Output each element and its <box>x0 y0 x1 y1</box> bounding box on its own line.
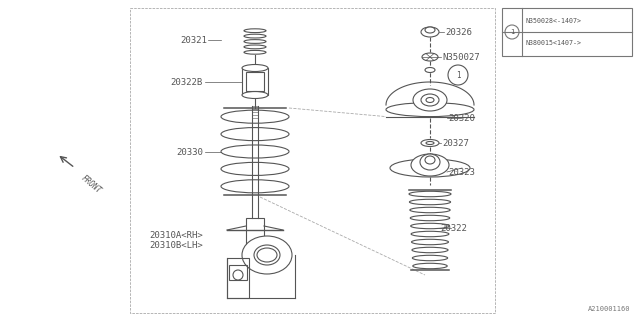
Ellipse shape <box>410 199 451 205</box>
Ellipse shape <box>425 27 435 33</box>
Text: 20330: 20330 <box>176 148 203 156</box>
Ellipse shape <box>244 45 266 49</box>
Bar <box>227 258 249 298</box>
Ellipse shape <box>411 154 449 176</box>
Ellipse shape <box>386 103 474 116</box>
Text: FRONT: FRONT <box>79 174 102 196</box>
Bar <box>242 68 268 95</box>
Ellipse shape <box>426 98 434 102</box>
Ellipse shape <box>421 94 439 106</box>
Bar <box>229 265 247 280</box>
Ellipse shape <box>411 223 449 229</box>
Ellipse shape <box>244 51 266 54</box>
Ellipse shape <box>244 29 266 33</box>
Ellipse shape <box>221 110 289 123</box>
Ellipse shape <box>413 263 447 269</box>
Text: N350028<-1407>: N350028<-1407> <box>525 18 581 24</box>
Ellipse shape <box>257 248 277 262</box>
Ellipse shape <box>242 92 268 99</box>
Ellipse shape <box>420 154 440 170</box>
Ellipse shape <box>409 191 451 197</box>
Text: 1: 1 <box>510 29 514 35</box>
Ellipse shape <box>221 128 289 140</box>
Text: 1: 1 <box>456 70 460 79</box>
Text: 20326: 20326 <box>445 28 472 36</box>
Ellipse shape <box>410 215 450 221</box>
Ellipse shape <box>413 89 447 111</box>
Text: 20322: 20322 <box>440 223 467 233</box>
Ellipse shape <box>421 140 439 147</box>
Ellipse shape <box>221 162 289 175</box>
Ellipse shape <box>242 65 268 71</box>
Text: 20320: 20320 <box>448 114 475 123</box>
Ellipse shape <box>221 145 289 158</box>
Text: N350027: N350027 <box>442 52 479 61</box>
Ellipse shape <box>410 207 450 213</box>
Ellipse shape <box>244 34 266 38</box>
Text: N380015<1407->: N380015<1407-> <box>525 40 581 46</box>
Text: 20322B: 20322B <box>171 77 203 86</box>
Ellipse shape <box>242 236 292 274</box>
Bar <box>246 72 264 91</box>
Ellipse shape <box>412 255 447 261</box>
Text: 20321: 20321 <box>180 36 207 44</box>
Ellipse shape <box>411 231 449 237</box>
Text: 20310A<RH>: 20310A<RH> <box>149 230 203 239</box>
Text: A210001160: A210001160 <box>588 306 630 312</box>
Ellipse shape <box>425 68 435 73</box>
Ellipse shape <box>421 27 439 37</box>
Ellipse shape <box>425 156 435 164</box>
Ellipse shape <box>412 239 449 245</box>
Ellipse shape <box>254 245 280 265</box>
Ellipse shape <box>244 40 266 44</box>
Ellipse shape <box>221 180 289 193</box>
Bar <box>502 8 632 56</box>
Ellipse shape <box>412 247 448 253</box>
Text: 20310B<LH>: 20310B<LH> <box>149 241 203 250</box>
Ellipse shape <box>422 53 438 61</box>
Ellipse shape <box>390 159 470 177</box>
Text: 20323: 20323 <box>448 167 475 177</box>
Bar <box>130 8 495 313</box>
Ellipse shape <box>426 141 434 145</box>
Text: 20327: 20327 <box>442 139 469 148</box>
Bar <box>130 8 495 313</box>
Ellipse shape <box>233 270 243 280</box>
Bar <box>246 218 264 245</box>
